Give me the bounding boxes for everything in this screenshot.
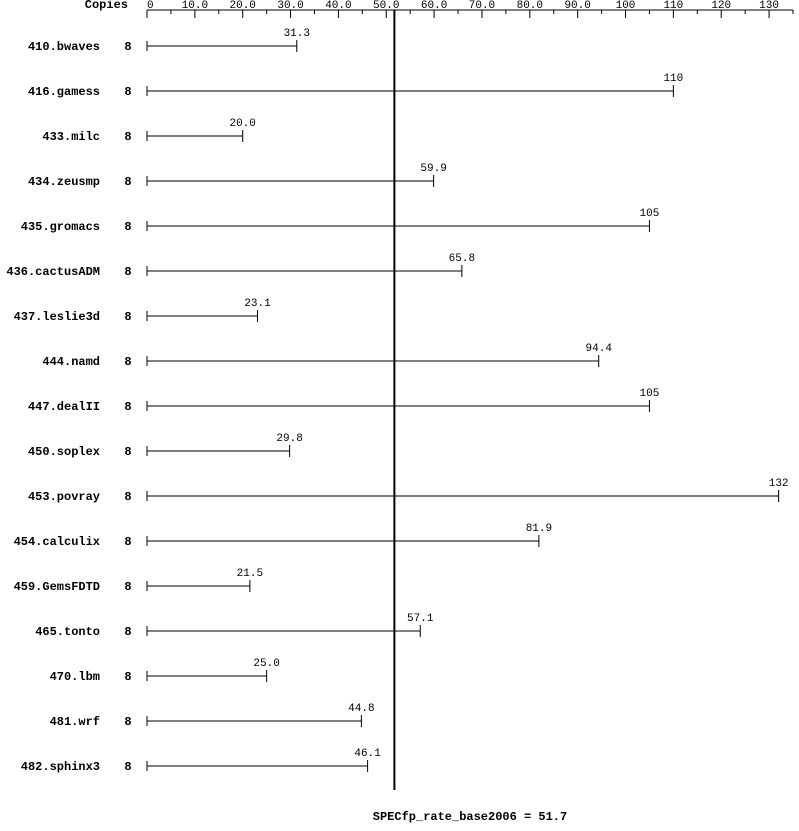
x-axis-tick-label: 50.0 [373, 0, 399, 12]
benchmark-name: 450.soplex [28, 445, 100, 459]
benchmark-copies: 8 [124, 175, 131, 189]
benchmark-value-label: 105 [640, 208, 660, 220]
x-axis-tick-label: 0 [147, 0, 154, 12]
x-axis-tick-label: 120 [711, 0, 731, 12]
benchmark-value-label: 25.0 [253, 658, 279, 670]
reference-label: SPECfp_rate_base2006 = 51.7 [373, 810, 567, 824]
benchmark-value-label: 59.9 [420, 163, 446, 175]
benchmark-copies: 8 [124, 760, 131, 774]
benchmark-name: 453.povray [28, 490, 100, 504]
benchmark-name: 470.lbm [50, 670, 100, 684]
x-axis-tick-label: 100 [616, 0, 636, 12]
benchmark-name: 454.calculix [14, 535, 100, 549]
benchmark-name: 436.cactusADM [6, 265, 100, 279]
x-axis-tick-label: 10.0 [182, 0, 208, 12]
spec-benchmark-chart: 0 10.0 20.0 30.0 40.0 50.0 60.0 70.0 80.0 90.0 100… [0, 0, 799, 831]
benchmark-copies: 8 [124, 355, 131, 369]
benchmark-value-label: 23.1 [244, 298, 271, 310]
benchmark-copies: 8 [124, 670, 131, 684]
benchmark-value-label: 132 [769, 478, 789, 490]
benchmark-copies: 8 [124, 445, 131, 459]
benchmark-name: 437.leslie3d [14, 310, 100, 324]
benchmark-copies: 8 [124, 400, 131, 414]
benchmark-copies: 8 [124, 715, 131, 729]
x-axis-tick-label: 40.0 [325, 0, 351, 12]
x-axis-tick-label: 30.0 [277, 0, 303, 12]
x-axis-tick-label: 70.0 [469, 0, 495, 12]
benchmark-value-label: 46.1 [354, 748, 381, 760]
benchmark-value-label: 21.5 [237, 568, 263, 580]
benchmark-value-label: 94.4 [586, 343, 613, 355]
benchmark-name: 465.tonto [35, 625, 100, 639]
x-axis-tick-label: 130 [759, 0, 779, 12]
benchmark-name: 416.gamess [28, 85, 100, 99]
benchmark-value-label: 44.8 [348, 703, 374, 715]
benchmark-name: 444.namd [42, 355, 100, 369]
benchmark-name: 482.sphinx3 [21, 760, 100, 774]
benchmark-copies: 8 [124, 535, 131, 549]
chart-background [0, 0, 799, 831]
x-axis-tick-label: 20.0 [230, 0, 256, 12]
benchmark-copies: 8 [124, 220, 131, 234]
benchmark-value-label: 65.8 [449, 253, 475, 265]
benchmark-value-label: 29.8 [276, 433, 302, 445]
benchmark-copies: 8 [124, 580, 131, 594]
benchmark-value-label: 57.1 [407, 613, 434, 625]
benchmark-name: 435.gromacs [21, 220, 100, 234]
benchmark-value-label: 105 [640, 388, 660, 400]
x-axis-tick-label: 110 [663, 0, 683, 12]
benchmark-value-label: 31.3 [284, 28, 310, 40]
benchmark-value-label: 110 [663, 73, 683, 85]
benchmark-name: 481.wrf [50, 715, 100, 729]
benchmark-name: 459.GemsFDTD [14, 580, 100, 594]
x-axis-tick-label: 90.0 [564, 0, 590, 12]
benchmark-copies: 8 [124, 130, 131, 144]
benchmark-copies: 8 [124, 85, 131, 99]
x-axis-tick-label: 60.0 [421, 0, 447, 12]
benchmark-name: 434.zeusmp [28, 175, 100, 189]
x-axis-tick-label: 80.0 [517, 0, 543, 12]
benchmark-value-label: 20.0 [230, 118, 256, 130]
benchmark-value-label: 81.9 [526, 523, 552, 535]
copies-header-label: Copies [85, 0, 128, 12]
benchmark-copies: 8 [124, 265, 131, 279]
benchmark-copies: 8 [124, 490, 131, 504]
benchmark-copies: 8 [124, 40, 131, 54]
benchmark-copies: 8 [124, 310, 131, 324]
benchmark-name: 410.bwaves [28, 40, 100, 54]
benchmark-name: 433.milc [42, 130, 100, 144]
benchmark-name: 447.dealII [28, 400, 100, 414]
benchmark-copies: 8 [124, 625, 131, 639]
